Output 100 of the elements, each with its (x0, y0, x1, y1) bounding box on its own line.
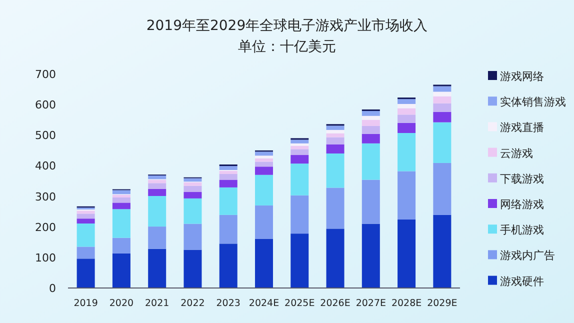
y-tick-label: 200 (35, 220, 56, 234)
bar (184, 224, 202, 250)
x-tick-label: 2020 (109, 298, 134, 309)
x-tick-label: 2022 (180, 298, 205, 309)
y-tick-label: 400 (35, 160, 56, 173)
x-tick-label: 2024E (248, 298, 280, 309)
bar (398, 108, 416, 115)
bar (326, 133, 344, 138)
legend-label: 网络游戏 (500, 198, 544, 211)
bar (148, 175, 166, 180)
bar (219, 166, 238, 170)
y-tick-label: 500 (35, 129, 56, 142)
bar (255, 174, 273, 206)
bar (290, 234, 309, 288)
bar (433, 214, 452, 288)
bar (76, 214, 95, 219)
bar (433, 96, 452, 104)
bar (326, 188, 344, 229)
bar (433, 162, 452, 215)
legend-label: 手机游戏 (500, 224, 544, 237)
bar (148, 248, 166, 288)
bar (184, 182, 202, 186)
x-tick-label: 2021 (144, 298, 170, 309)
bar (290, 164, 309, 196)
bar (112, 190, 130, 194)
bar (362, 116, 380, 120)
bar (362, 126, 380, 134)
y-tick-label: 600 (35, 98, 56, 112)
bar (398, 114, 416, 123)
bar (362, 120, 380, 126)
bar (398, 99, 416, 104)
bar (219, 187, 238, 215)
bar (184, 186, 202, 192)
bar (326, 153, 344, 188)
bar (112, 209, 130, 238)
bar (219, 174, 238, 180)
chart-subtitle: 单位：十亿美元 (238, 39, 336, 55)
bar (255, 238, 273, 288)
bar (362, 180, 380, 224)
bar (112, 253, 130, 288)
x-tick-label: 2027E (356, 298, 386, 309)
bar (76, 258, 95, 288)
y-tick-label: 300 (35, 190, 56, 204)
bar (112, 238, 130, 254)
bar (255, 205, 273, 239)
bar (326, 126, 344, 130)
bar (184, 198, 202, 224)
chart-title: 2019年至2029年全球电子游戏产业市场收入 (146, 18, 428, 34)
bar (433, 122, 452, 163)
bar (255, 166, 273, 175)
legend-label: 云游戏 (500, 146, 533, 160)
legend-label: 游戏内广告 (500, 249, 555, 262)
bar (112, 202, 130, 210)
bar (76, 223, 95, 247)
bar (398, 104, 416, 108)
bar (290, 155, 309, 164)
bar (76, 210, 95, 214)
bar (76, 246, 95, 259)
bar (398, 220, 416, 288)
bar (433, 112, 452, 122)
bar (112, 198, 130, 203)
y-tick-label: 700 (35, 68, 56, 81)
bar (362, 224, 380, 288)
bar (362, 134, 380, 144)
x-tick-label: 2023 (216, 298, 240, 309)
bar (255, 152, 273, 156)
bar (148, 183, 166, 189)
bar (148, 226, 166, 249)
x-tick-label: 2029E (427, 298, 458, 309)
bar (255, 156, 273, 158)
x-tick-label: 2025E (284, 298, 315, 309)
bar (255, 162, 273, 167)
bar (433, 86, 452, 92)
bar (290, 140, 309, 144)
bar (148, 188, 166, 196)
legend-label: 游戏网络 (500, 70, 544, 83)
legend-label: 游戏直播 (500, 121, 544, 134)
bar (290, 195, 309, 234)
bar (362, 110, 380, 116)
x-tick-label: 2028E (391, 298, 422, 309)
bar (219, 180, 238, 188)
bar (290, 143, 309, 146)
legend-label: 游戏硬件 (500, 274, 544, 288)
y-tick-label: 0 (49, 282, 56, 295)
bar (184, 192, 202, 198)
bar (184, 178, 202, 182)
bar (219, 244, 238, 288)
bar (219, 214, 238, 244)
bar (76, 218, 95, 224)
bar (184, 250, 202, 288)
bar (398, 122, 416, 134)
legend-label: 下载游戏 (500, 172, 544, 186)
legend-label: 实体销售游戏 (500, 96, 566, 109)
bar (362, 143, 380, 180)
bar (326, 144, 344, 154)
bar (326, 137, 344, 144)
bar (148, 196, 166, 227)
bar (326, 228, 344, 288)
x-tick-label: 2019 (74, 298, 98, 309)
y-tick-label: 100 (35, 251, 56, 264)
